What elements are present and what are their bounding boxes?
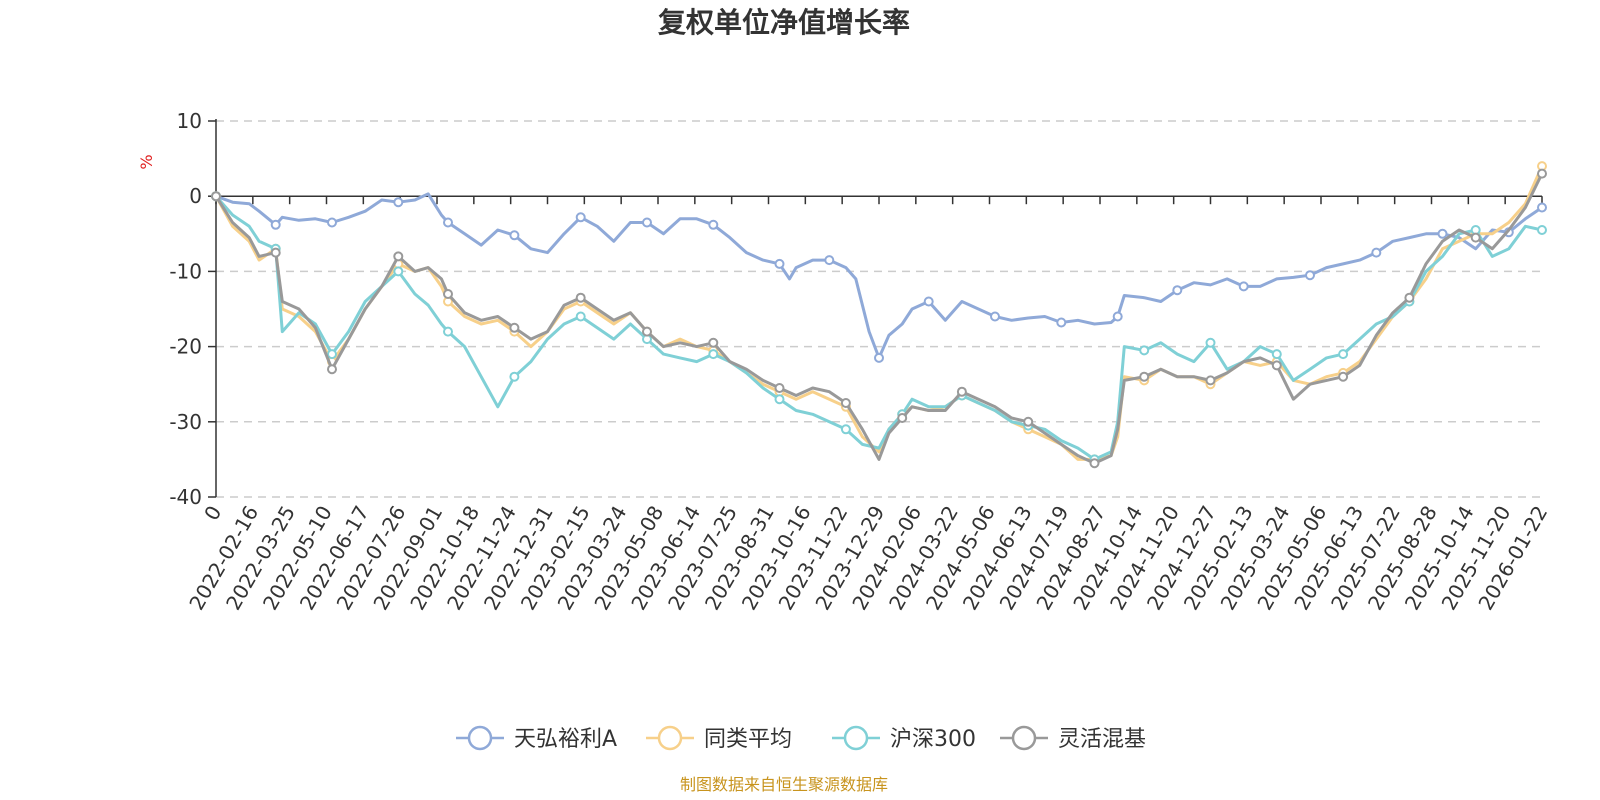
legend-label: 天弘裕利A xyxy=(514,727,617,752)
legend-label: 同类平均 xyxy=(704,727,792,752)
series-line-2 xyxy=(214,195,1543,461)
series-point-0 xyxy=(1371,247,1382,258)
series-point-0 xyxy=(642,217,652,228)
series-point-3 xyxy=(443,289,453,299)
legend-item-3[interactable]: 灵活混基 xyxy=(1000,725,1146,752)
series-point-0 xyxy=(774,258,785,269)
series-point-0 xyxy=(824,255,835,266)
series-point-2 xyxy=(1271,349,1282,360)
series-line-0 xyxy=(215,192,1543,360)
chart-title: 复权单位净值增长率 xyxy=(658,6,910,39)
series-point-0 xyxy=(1437,228,1448,239)
series-point-3 xyxy=(642,326,652,337)
series-point-3 xyxy=(1404,292,1415,303)
legend[interactable]: 天弘裕利A 同类平均 沪深300 灵活混基 xyxy=(456,725,1146,752)
legend-item-1[interactable]: 同类平均 xyxy=(646,725,792,752)
series-point-0 xyxy=(1238,281,1249,292)
legend-item-2[interactable]: 沪深300 xyxy=(832,725,976,752)
series-point-2 xyxy=(1205,337,1216,348)
series-point-0 xyxy=(1172,285,1183,296)
series-point-3 xyxy=(1271,360,1282,371)
series-point-3 xyxy=(840,398,851,408)
series-point-2 xyxy=(393,266,404,277)
y-tick-label: -10 xyxy=(169,259,202,283)
series-point-0 xyxy=(509,230,520,241)
series-point-0 xyxy=(575,212,586,223)
series-point-3 xyxy=(575,292,586,303)
series-point-2 xyxy=(1139,345,1150,356)
x-tick-label: 0 xyxy=(199,502,226,525)
axes: 100-10-20-30-4002022-02-162022-03-252022… xyxy=(169,109,1552,614)
series-point-2 xyxy=(1537,225,1547,235)
series-point-3 xyxy=(1338,371,1349,382)
series-point-0 xyxy=(393,197,404,208)
series-point-0 xyxy=(1056,317,1067,328)
series-point-2 xyxy=(509,371,520,382)
series-point-2 xyxy=(708,349,719,360)
y-tick-label: -40 xyxy=(169,485,202,509)
series-line-3 xyxy=(214,172,1544,465)
series-point-0 xyxy=(1537,202,1547,213)
legend-label: 灵活混基 xyxy=(1058,727,1146,752)
series-point-3 xyxy=(956,386,967,397)
series-point-0 xyxy=(1112,311,1123,322)
series-point-2 xyxy=(575,311,586,322)
series-line-1 xyxy=(214,165,1544,461)
y-tick-label: -20 xyxy=(169,335,202,359)
series-point-3 xyxy=(1139,371,1150,382)
series-point-0 xyxy=(327,217,337,228)
series-point-0 xyxy=(708,219,719,230)
y-tick-label: 0 xyxy=(189,184,202,208)
series-point-0 xyxy=(1305,270,1315,281)
series-point-3 xyxy=(270,247,281,258)
series-point-3 xyxy=(1023,416,1034,427)
series-point-0 xyxy=(923,296,934,307)
legend-item-0[interactable]: 天弘裕利A xyxy=(456,725,617,752)
legend-label: 沪深300 xyxy=(890,727,976,752)
series-point-3 xyxy=(1470,232,1481,243)
series-point-2 xyxy=(327,349,337,360)
y-tick-label: -30 xyxy=(169,410,202,434)
series-point-3 xyxy=(1205,375,1216,386)
series-point-3 xyxy=(708,337,719,348)
series-point-3 xyxy=(897,413,908,423)
series-point-0 xyxy=(874,352,884,363)
legend-marker-icon xyxy=(467,725,493,751)
series-point-2 xyxy=(840,424,851,435)
series-point-3 xyxy=(327,364,337,375)
series-point-0 xyxy=(443,217,453,228)
y-tick-label: 10 xyxy=(177,109,202,133)
series-point-2 xyxy=(774,394,785,405)
series-point-2 xyxy=(443,326,453,337)
grid-lines xyxy=(216,120,1542,498)
series-point-3 xyxy=(211,191,221,202)
series-point-3 xyxy=(509,322,520,333)
series-point-3 xyxy=(1089,458,1100,469)
legend-marker-icon xyxy=(657,725,683,751)
legend-marker-icon xyxy=(1011,725,1037,751)
series-point-2 xyxy=(1338,349,1349,360)
series-point-0 xyxy=(270,219,281,230)
series-point-3 xyxy=(393,251,404,262)
series-lines xyxy=(211,161,1547,469)
series-point-3 xyxy=(774,383,785,393)
legend-marker-icon xyxy=(843,725,869,751)
y-axis-label: % xyxy=(137,154,156,169)
source-note: 制图数据来自恒生聚源数据库 xyxy=(680,775,888,794)
series-point-3 xyxy=(1537,168,1547,179)
series-point-0 xyxy=(990,311,1000,322)
